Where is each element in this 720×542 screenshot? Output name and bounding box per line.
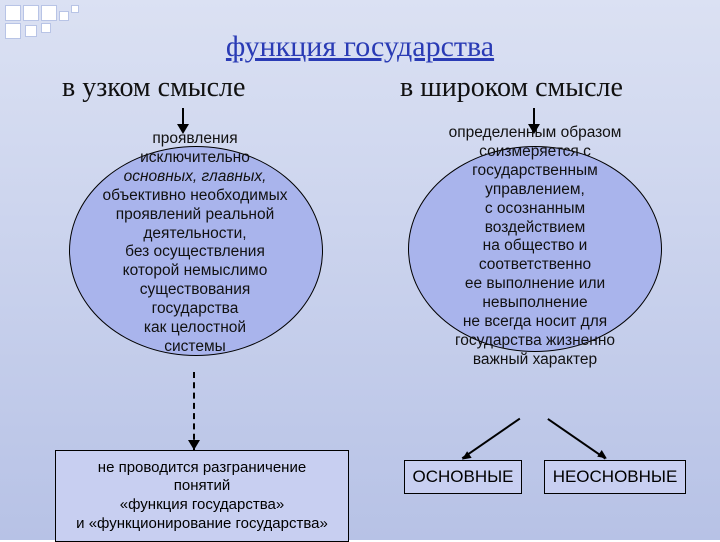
- arrow-down-left: [177, 108, 189, 134]
- left-subheading: в узком смысле: [62, 72, 245, 104]
- right-box-secondary-label: НЕОСНОВНЫЕ: [553, 467, 678, 487]
- left-note-box: не проводится разграничениепонятий«функц…: [55, 450, 349, 542]
- right-subheading: в широком смысле: [400, 72, 623, 104]
- title-text: функция государства: [226, 30, 494, 63]
- arrow-down-right: [528, 108, 540, 134]
- right-box-secondary: НЕОСНОВНЫЕ: [544, 460, 686, 494]
- right-bubble-text: определенным образомсоизмеряется сгосуда…: [413, 124, 657, 370]
- left-bubble-text: проявленияисключительноосновных, главных…: [84, 130, 306, 357]
- dashed-arrow-left: [188, 372, 200, 450]
- right-box-main: ОСНОВНЫЕ: [404, 460, 522, 494]
- page-title: функция государства: [0, 30, 720, 64]
- right-box-main-label: ОСНОВНЫЕ: [412, 467, 513, 487]
